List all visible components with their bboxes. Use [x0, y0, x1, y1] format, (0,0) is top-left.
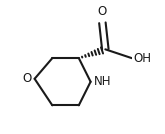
Text: O: O	[98, 5, 107, 18]
Text: OH: OH	[133, 52, 151, 65]
Text: O: O	[22, 72, 32, 85]
Text: NH: NH	[94, 75, 111, 88]
